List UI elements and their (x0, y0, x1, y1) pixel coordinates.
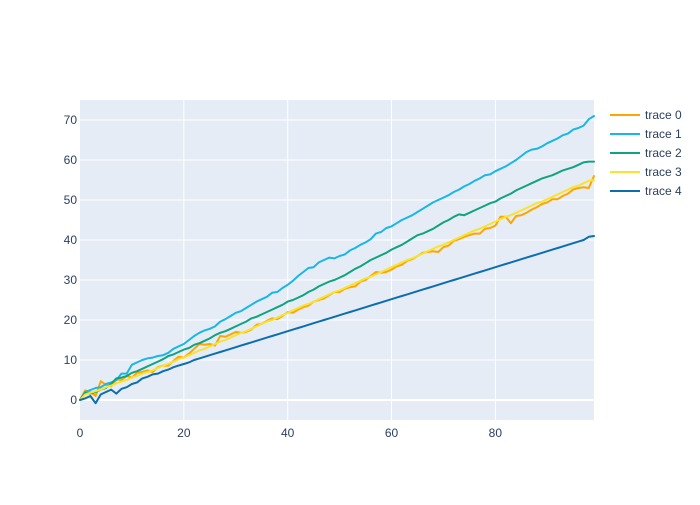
x-tick-label: 60 (385, 426, 399, 440)
series-line-3 (79, 179, 595, 401)
plot-background (80, 100, 594, 420)
x-tick-label: 0 (77, 426, 84, 440)
x-tick-label: 40 (281, 426, 295, 440)
grid-lines (80, 100, 594, 420)
y-axis: 0 10 20 30 40 50 60 70 (64, 113, 78, 407)
y-tick-label: 60 (64, 153, 78, 167)
legend-label: trace 2 (645, 146, 682, 160)
legend-label: trace 3 (645, 165, 682, 179)
y-tick-label: 20 (64, 313, 78, 327)
series-line-2 (79, 160, 595, 401)
y-tick-label: 50 (64, 193, 78, 207)
x-tick-label: 20 (177, 426, 191, 440)
x-tick-label: 80 (489, 426, 503, 440)
y-tick-label: 0 (70, 393, 77, 407)
legend-item-4[interactable]: trace 4 (610, 184, 682, 198)
legend[interactable]: trace 0 trace 1 trace 2 trace 3 trace 4 (610, 108, 682, 198)
y-tick-label: 40 (64, 233, 78, 247)
legend-item-3[interactable]: trace 3 (610, 165, 682, 179)
legend-item-0[interactable]: trace 0 (610, 108, 682, 122)
legend-item-2[interactable]: trace 2 (610, 146, 682, 160)
y-tick-label: 30 (64, 273, 78, 287)
legend-label: trace 4 (645, 184, 682, 198)
legend-item-1[interactable]: trace 1 (610, 127, 682, 141)
series-line-4 (79, 235, 595, 405)
y-tick-label: 70 (64, 113, 78, 127)
legend-label: trace 1 (645, 127, 682, 141)
legend-label: trace 0 (645, 108, 682, 122)
series-layer (79, 115, 595, 405)
series-line-1 (79, 115, 595, 401)
y-tick-label: 10 (64, 353, 78, 367)
x-axis: 0 20 40 60 80 (77, 426, 503, 440)
